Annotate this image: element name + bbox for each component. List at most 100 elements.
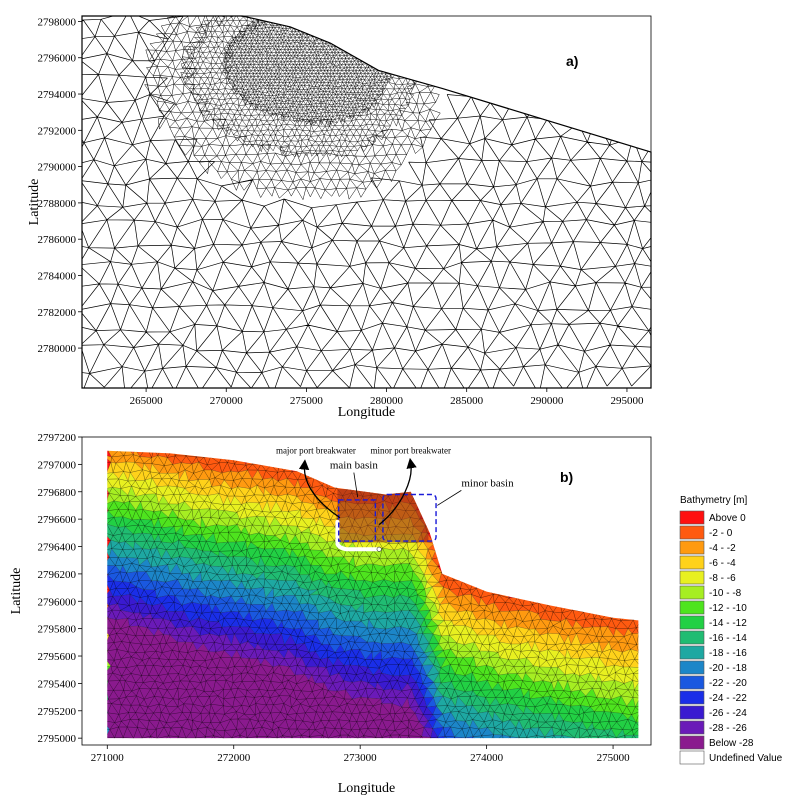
depth-class-fill	[107, 500, 639, 723]
legend-entry-label: -4 - -2	[709, 543, 736, 554]
x-tick-label: 274000	[470, 752, 504, 764]
y-tick-label: 2797200	[38, 432, 77, 444]
x-axis-title: Longitude	[338, 781, 396, 796]
x-tick-label: 265000	[130, 395, 164, 407]
x-tick-label: 270000	[210, 395, 244, 407]
legend-entry-label: Below -28	[709, 738, 754, 749]
legend-entry-label: -22 - -20	[709, 678, 747, 689]
x-tick-label: 271000	[91, 752, 125, 764]
y-tick-label: 2792000	[38, 125, 77, 137]
legend-entry-label: -12 - -10	[709, 603, 747, 614]
y-tick-label: 2796000	[38, 596, 77, 608]
legend-swatch	[679, 720, 705, 735]
y-tick-label: 2796600	[38, 514, 77, 526]
y-tick-label: 2795000	[38, 733, 77, 745]
mesh-domain	[82, 16, 651, 388]
depth-class-fill	[107, 564, 479, 739]
legend-swatch	[679, 585, 705, 600]
mesh-chart-a: 265000 270000 275000 280000 285000 290000 2950…	[27, 15, 652, 420]
y-tick-label: 2795800	[38, 624, 77, 636]
medium-mesh	[144, 16, 444, 200]
legend-swatch	[679, 705, 705, 720]
plot-frame-a	[81, 15, 652, 389]
y-tick-label: 2782000	[38, 307, 77, 319]
bathymetry-panel-b: major port breakwater minor port breakwat…	[0, 425, 788, 802]
y-tick-label: 2798000	[38, 16, 77, 28]
y-tick-label: 2795400	[38, 678, 77, 690]
legend-swatch	[679, 630, 705, 645]
y-tick-label: 2780000	[38, 343, 77, 355]
legend-entry-label: Undefined Value	[709, 753, 783, 764]
depth-class-fill	[107, 510, 639, 739]
legend-swatch	[679, 555, 705, 570]
legend-entry-label: Above 0	[709, 513, 746, 524]
y-tick-label: 2788000	[38, 198, 77, 210]
x-tick-label: 290000	[530, 395, 564, 407]
legend-swatch	[679, 510, 705, 525]
legend-swatch	[679, 540, 705, 555]
minor-basin-pointer	[437, 490, 462, 506]
bathymetry-mesh	[107, 450, 639, 739]
legend-entry-label: -24 - -22	[709, 693, 747, 704]
legend-entry-label: -6 - -4	[709, 558, 736, 569]
y-tick-label: 2795200	[38, 706, 77, 718]
legend-entry-label: -28 - -26	[709, 723, 747, 734]
depth-class-fill	[107, 471, 639, 691]
x-tick-label: 272000	[217, 752, 251, 764]
legend-title: Bathymetry [m]	[680, 495, 747, 506]
y-axis-title: Latitude	[9, 568, 24, 615]
y-tick-label: 2796000	[38, 53, 77, 65]
legend-entry-label: -26 - -24	[709, 708, 747, 719]
depth-class-fill	[107, 617, 431, 739]
y-tick-label: 2784000	[38, 270, 77, 282]
y-axis-title: Latitude	[27, 179, 42, 226]
annotation-main-basin: main basin	[330, 459, 378, 471]
bathymetry-chart-b: major port breakwater minor port breakwat…	[9, 432, 783, 796]
plot-frame-b	[81, 436, 652, 746]
legend-entry-label: -16 - -14	[709, 633, 747, 644]
x-axis-title: Longitude	[338, 405, 396, 420]
annotation-minor-port-breakwater: minor port breakwater	[371, 445, 451, 455]
legend-swatch	[679, 615, 705, 630]
y-tick-label: 2796200	[38, 569, 77, 581]
y-tick-label: 2795600	[38, 651, 77, 663]
legend-swatch	[679, 600, 705, 615]
y-tick-label: 2796800	[38, 487, 77, 499]
x-tick-label: 275000	[290, 395, 324, 407]
legend-swatch	[679, 690, 705, 705]
legend-swatch	[679, 570, 705, 585]
legend-swatch	[679, 675, 705, 690]
x-tick-label: 285000	[450, 395, 484, 407]
panel-label-a: a)	[566, 53, 578, 69]
x-tick-label: 295000	[610, 395, 644, 407]
legend-swatch	[679, 660, 705, 675]
y-tick-label: 2796400	[38, 542, 77, 554]
y-tick-label: 2786000	[38, 234, 77, 246]
legend-entry-label: -14 - -12	[709, 618, 747, 629]
legend-entry-label: -18 - -16	[709, 648, 747, 659]
x-tick-label: 280000	[370, 395, 404, 407]
annotation-minor-basin: minor basin	[461, 477, 514, 489]
legend-swatch	[679, 750, 705, 765]
major-breakwater-arrow	[298, 459, 341, 519]
mesh-panel-a: 265000 270000 275000 280000 285000 290000 2950…	[27, 15, 652, 420]
legend-swatch	[679, 735, 705, 750]
main-basin-pointer	[353, 472, 359, 498]
legend-swatch	[679, 525, 705, 540]
breakwater-head	[376, 546, 382, 552]
minor-breakwater-arrow	[378, 457, 417, 526]
y-tick-label: 2797000	[38, 459, 77, 471]
y-tick-label: 2790000	[38, 162, 77, 174]
annotation-major-port-breakwater: major port breakwater	[276, 445, 356, 455]
x-tick-label: 273000	[344, 752, 378, 764]
mesh-triangles	[82, 16, 651, 388]
major-port-breakwater	[335, 519, 382, 552]
legend: Bathymetry [m] Above 0 -2 - 0 -4 - -2 -6 - -…	[679, 495, 783, 765]
legend-entry-label: -20 - -18	[709, 663, 747, 674]
legend-entry-label: -10 - -8	[709, 588, 742, 599]
y-tick-label: 2794000	[38, 89, 77, 101]
legend-entry-label: -8 - -6	[709, 573, 736, 584]
legend-swatch	[679, 645, 705, 660]
main-basin-box	[337, 499, 377, 542]
legend-entry-label: -2 - 0	[709, 528, 733, 539]
